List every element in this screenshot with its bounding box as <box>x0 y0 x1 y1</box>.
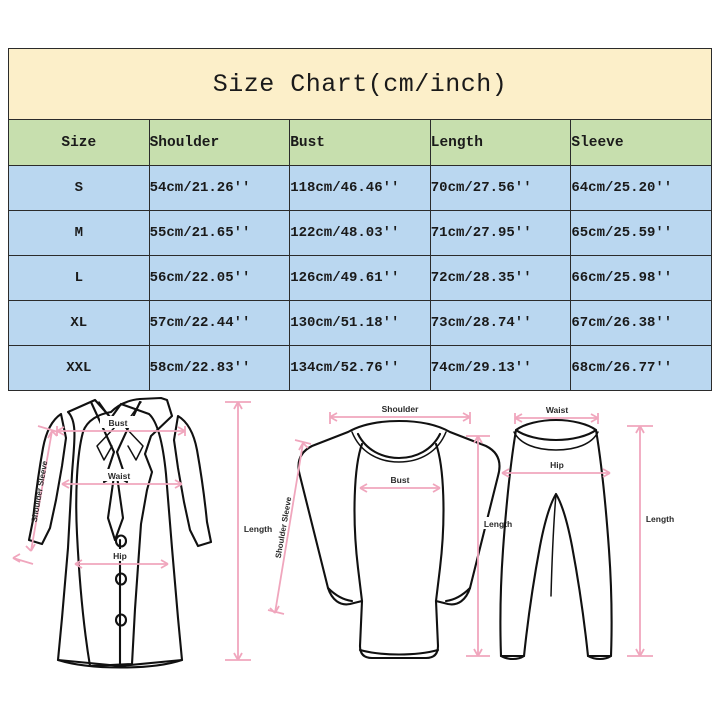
coat-shoulder-sleeve-label: Shoulder Sleeve <box>30 460 50 523</box>
pants-length-label: Length <box>646 514 674 524</box>
cell-bust: 134cm/52.76'' <box>289 345 431 391</box>
column-header-length: Length <box>429 119 572 166</box>
table-row: L 56cm/22.05'' 126cm/49.61'' 72cm/28.35'… <box>8 255 712 301</box>
coat-button <box>114 572 128 586</box>
pants-diagram: Waist Hip Length <box>499 403 677 661</box>
sweatshirt-bust-label: Bust <box>391 475 410 485</box>
coat-bust-measure: Bust <box>56 416 186 436</box>
pants-length-measure: Length <box>627 425 677 657</box>
column-header-sleeve: Sleeve <box>570 119 712 166</box>
cell-shoulder: 57cm/22.44'' <box>148 300 291 346</box>
cell-length: 70cm/27.56'' <box>429 165 572 211</box>
table-header-row: Size Shoulder Bust Length Sleeve <box>8 119 712 166</box>
coat-button <box>114 534 128 548</box>
cell-sleeve: 68cm/26.77'' <box>570 345 712 391</box>
sweatshirt-shoulder-label: Shoulder <box>382 404 420 414</box>
sweatshirt-bust-measure: Bust <box>359 473 441 493</box>
cell-sleeve: 65cm/25.59'' <box>570 210 712 256</box>
coat-length-label: Length <box>244 524 272 534</box>
cell-bust: 130cm/51.18'' <box>289 300 431 346</box>
cell-shoulder: 56cm/22.05'' <box>148 255 291 301</box>
column-header-size: Size <box>8 119 150 166</box>
cell-shoulder: 58cm/22.83'' <box>148 345 291 391</box>
table-row: XL 57cm/22.44'' 130cm/51.18'' 73cm/28.74… <box>8 300 712 346</box>
cell-sleeve: 66cm/25.98'' <box>570 255 712 301</box>
coat-bust-label: Bust <box>109 418 128 428</box>
coat-hip-measure: Hip <box>74 549 169 569</box>
cell-length: 73cm/28.74'' <box>429 300 572 346</box>
sweatshirt-shoulder-sleeve-label: Shoulder Sleeve <box>274 496 294 559</box>
cell-shoulder: 54cm/21.26'' <box>148 165 291 211</box>
coat-button <box>114 613 128 627</box>
pants-waist-label: Waist <box>546 405 569 415</box>
cell-sleeve: 64cm/25.20'' <box>570 165 712 211</box>
pants-hip-measure: Hip <box>501 458 611 478</box>
cell-size: XXL <box>8 345 150 391</box>
cell-size: M <box>8 210 150 256</box>
coat-hip-label: Hip <box>113 551 127 561</box>
cell-bust: 118cm/46.46'' <box>289 165 431 211</box>
cell-size: S <box>8 165 150 211</box>
cell-length: 72cm/28.35'' <box>429 255 572 301</box>
column-header-bust: Bust <box>289 119 431 166</box>
coat-waist-label: Waist <box>108 471 131 481</box>
pants-waist-measure: Waist <box>514 403 599 424</box>
sweatshirt-diagram: Shoulder Bust Shoulder Sleeve <box>267 402 515 660</box>
cell-bust: 126cm/49.61'' <box>289 255 431 301</box>
table-row: S 54cm/21.26'' 118cm/46.46'' 70cm/27.56'… <box>8 165 712 211</box>
cell-size: L <box>8 255 150 301</box>
coat-shoulder-sleeve-measure: Shoulder Sleeve <box>12 425 59 565</box>
cell-sleeve: 67cm/26.38'' <box>570 300 712 346</box>
garment-diagrams: Bust Waist Hip <box>0 388 720 688</box>
sweatshirt-shoulder-measure: Shoulder <box>329 402 471 424</box>
cell-size: XL <box>8 300 150 346</box>
coat-diagram: Bust Waist Hip <box>12 396 275 669</box>
column-header-shoulder: Shoulder <box>148 119 291 166</box>
table-row: XXL 58cm/22.83'' 134cm/52.76'' 74cm/29.1… <box>8 345 712 391</box>
cell-shoulder: 55cm/21.65'' <box>148 210 291 256</box>
cell-bust: 122cm/48.03'' <box>289 210 431 256</box>
page-title: Size Chart(cm/inch) <box>8 48 712 120</box>
sweatshirt-length-measure: Length <box>466 435 515 657</box>
cell-length: 74cm/29.13'' <box>429 345 572 391</box>
size-chart-table: Size Chart(cm/inch) Size Shoulder Bust L… <box>8 48 712 391</box>
cell-length: 71cm/27.95'' <box>429 210 572 256</box>
title-row: Size Chart(cm/inch) <box>8 48 712 120</box>
coat-length-measure: Length <box>225 401 275 661</box>
table-row: M 55cm/21.65'' 122cm/48.03'' 71cm/27.95'… <box>8 210 712 256</box>
coat-waist-measure: Waist <box>61 469 183 489</box>
pants-hip-label: Hip <box>550 460 564 470</box>
sweatshirt-length-label: Length <box>484 519 512 529</box>
